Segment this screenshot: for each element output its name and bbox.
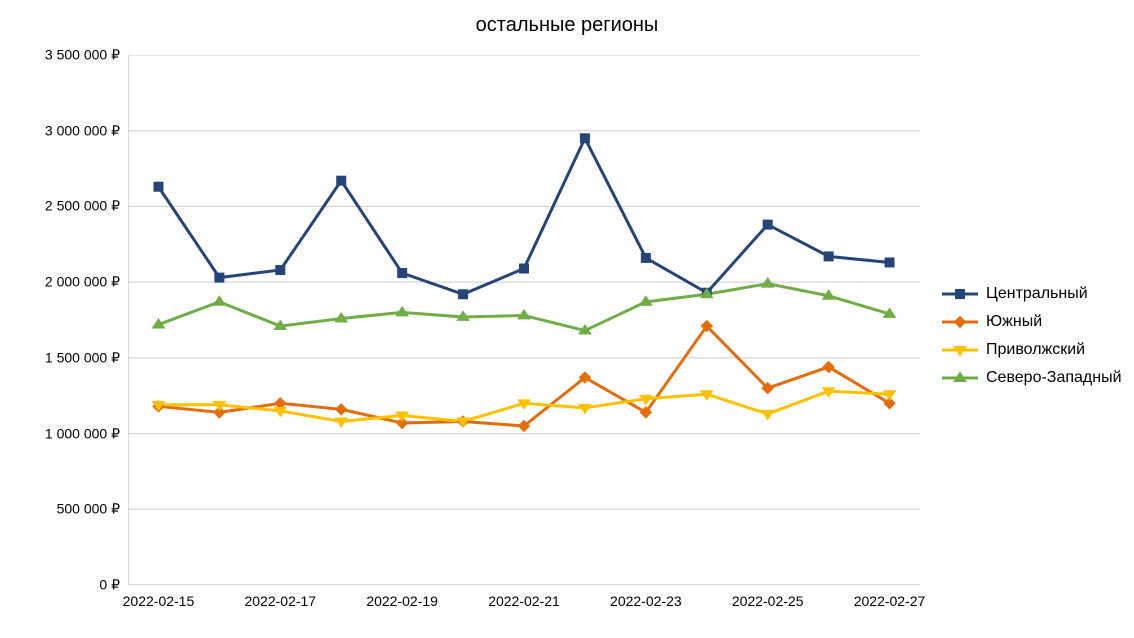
legend-label: Приволжский [986,341,1085,359]
legend-item: Северо-Западный [942,364,1122,392]
legend-label: Северо-Западный [986,369,1122,387]
legend-label: Южный [986,313,1042,331]
x-tick-label: 2022-02-19 [366,593,438,609]
y-tick-label: 3 000 000 ₽ [45,122,120,139]
y-tick-label: 3 500 000 ₽ [45,47,120,64]
legend-swatch [942,286,978,302]
legend-swatch [942,370,978,386]
plot-svg [128,55,920,585]
legend-item: Приволжский [942,336,1122,364]
legend-swatch [942,342,978,358]
y-tick-label: 1 500 000 ₽ [45,349,120,366]
x-tick-label: 2022-02-15 [123,593,195,609]
x-tick-label: 2022-02-17 [244,593,316,609]
y-tick-label: 500 000 ₽ [57,501,120,518]
x-tick-label: 2022-02-23 [610,593,682,609]
legend-swatch [942,314,978,330]
y-tick-label: 2 000 000 ₽ [45,274,120,291]
legend-label: Центральный [986,285,1088,303]
legend-item: Центральный [942,280,1122,308]
y-tick-label: 1 000 000 ₽ [45,425,120,442]
legend: Центральный Южный Приволжский Северо-Западн… [942,280,1122,392]
x-tick-label: 2022-02-27 [854,593,926,609]
y-tick-label: 0 ₽ [99,577,120,594]
chart-container: остальные регионы 0 ₽ 500 000 ₽ 1 000 000 … [0,0,1134,638]
x-tick-label: 2022-02-25 [732,593,804,609]
plot-area [128,55,920,585]
legend-item: Южный [942,308,1122,336]
x-tick-label: 2022-02-21 [488,593,560,609]
chart-title: остальные регионы [0,14,1134,37]
y-tick-label: 2 500 000 ₽ [45,198,120,215]
